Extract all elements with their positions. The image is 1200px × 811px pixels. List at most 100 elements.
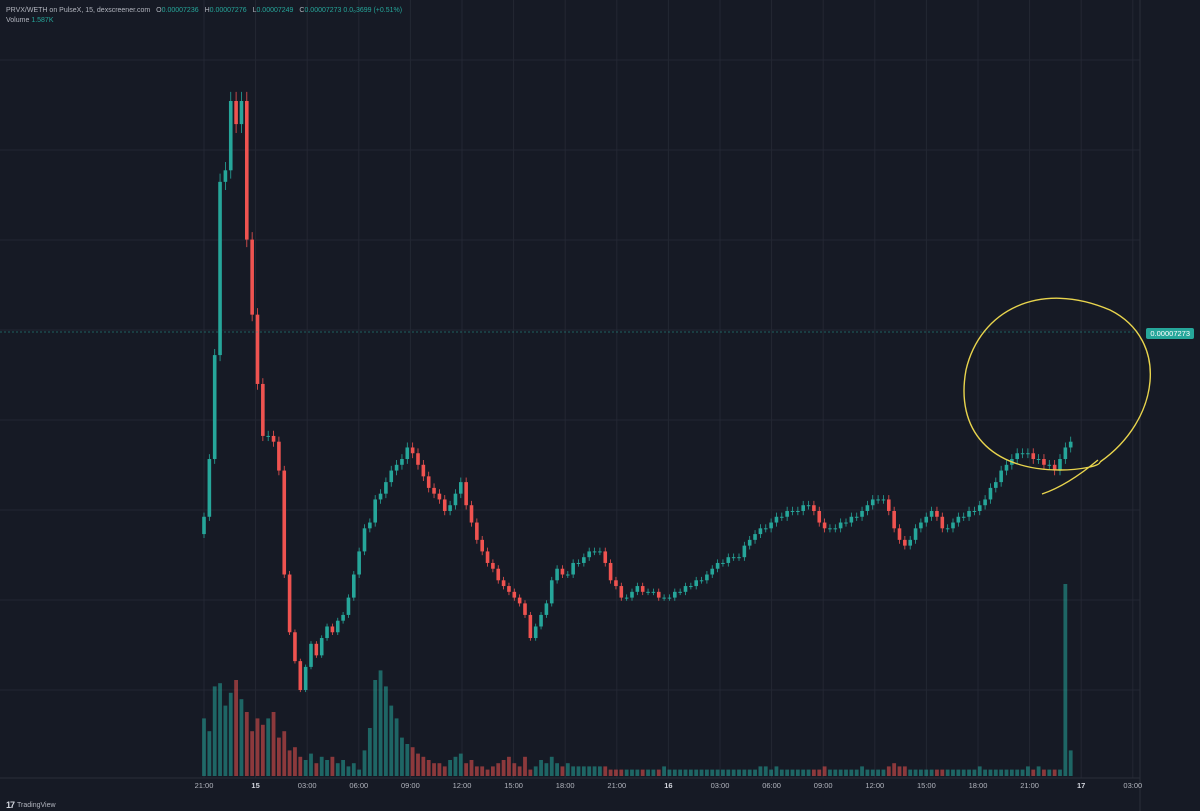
candle-body: [501, 580, 506, 587]
candle-body: [523, 603, 527, 615]
volume-bar: [202, 718, 206, 776]
volume-bar: [774, 766, 779, 776]
volume-bar: [801, 769, 806, 776]
volume-bar: [854, 769, 859, 776]
volume-label[interactable]: Volume: [6, 17, 30, 24]
candle-body: [394, 464, 399, 471]
volume-bar: [924, 769, 929, 776]
x-tick-label: 15:00: [504, 781, 523, 790]
candle-body: [640, 586, 645, 592]
tradingview-logo[interactable]: 17 TradingView: [6, 800, 56, 810]
candle-body: [796, 510, 800, 512]
candle-body: [389, 470, 394, 483]
candle-body: [475, 522, 479, 540]
candle-body: [432, 487, 436, 494]
candle-body: [769, 522, 773, 529]
x-tick-label: 06:00: [349, 781, 368, 790]
volume-bar: [688, 769, 693, 776]
candle-body: [512, 591, 517, 598]
volume-bar: [405, 744, 410, 776]
candle-body: [277, 441, 281, 471]
volume-bar: [485, 769, 490, 776]
volume-bar: [442, 766, 447, 776]
candle-body: [865, 505, 870, 511]
volume-bar: [384, 686, 388, 776]
candle-body: [592, 551, 597, 553]
volume-bar: [603, 766, 608, 776]
candle-body: [234, 101, 238, 125]
x-tick-label: 03:00: [711, 781, 730, 790]
annotation-circle: [963, 297, 1151, 495]
time-axis[interactable]: 21:00 15 03:00 06:00 09:00 12:00 15:00 18:00 21:…: [195, 781, 1143, 790]
volume-bar: [389, 705, 394, 776]
candle-body: [587, 551, 591, 558]
candle-body: [988, 487, 993, 500]
volume-bar: [250, 731, 255, 776]
candle-body: [1020, 453, 1025, 455]
volume-bar: [999, 769, 1004, 776]
volume-bar: [993, 769, 998, 776]
candle-body: [614, 580, 618, 587]
candle-body: [940, 516, 945, 529]
candle-body: [1036, 459, 1041, 461]
volume-bar: [630, 769, 634, 776]
volume-bar: [260, 724, 265, 776]
volume-bar: [908, 769, 913, 776]
candle-body: [977, 505, 982, 511]
candle-body: [705, 574, 709, 581]
candle-body: [539, 614, 543, 627]
volume-bar: [635, 769, 640, 776]
candle-body: [651, 591, 656, 593]
candle-body: [1031, 453, 1036, 460]
volume-bar: [480, 766, 485, 776]
candle-body: [464, 482, 468, 506]
candle-body: [469, 505, 474, 523]
symbol-title[interactable]: PRVX/WETH on PulseX, 15, dexscreener.com: [6, 7, 151, 14]
candle-body: [202, 516, 206, 535]
candle-body: [753, 534, 757, 540]
volume-bar: [667, 769, 672, 776]
volume-bar: [234, 680, 238, 776]
candle-body: [560, 568, 565, 575]
volume-bar: [410, 747, 415, 776]
volume-bar: [464, 763, 469, 776]
volume-bar: [437, 763, 442, 776]
candle-body: [785, 510, 789, 517]
candle-body: [603, 551, 608, 563]
candle-body: [876, 499, 880, 501]
volume-bar: [988, 769, 993, 776]
candle-body: [448, 505, 452, 511]
volume-bar: [335, 763, 340, 776]
candle-body: [437, 493, 442, 500]
volume-bar: [474, 766, 479, 776]
candle-body: [608, 562, 613, 581]
volume-bar: [325, 760, 329, 776]
volume-bar: [362, 750, 367, 776]
candle-body: [656, 591, 661, 598]
volume-bar: [951, 769, 955, 776]
volume-bar: [341, 760, 345, 776]
volume-bar: [239, 699, 244, 776]
volume-bar: [795, 769, 800, 776]
candle-body: [228, 101, 233, 171]
candle-body: [212, 355, 217, 460]
volume-bar: [902, 766, 907, 776]
volume-bar: [1020, 769, 1025, 776]
x-tick-label: 16: [664, 781, 672, 790]
volume-bar: [721, 769, 725, 776]
volume-bar: [790, 769, 795, 776]
candle-body: [223, 170, 228, 182]
volume-bar: [555, 763, 559, 776]
volume-bar: [581, 766, 586, 776]
volume-bar: [870, 769, 875, 776]
candle-body: [400, 459, 404, 465]
candle-body: [239, 101, 244, 125]
candle-body: [453, 493, 458, 506]
volume-bar: [726, 769, 731, 776]
high-value: 0.00007276: [209, 7, 247, 14]
candle-body: [1063, 447, 1068, 460]
volume-bar: [1031, 769, 1036, 776]
volume-bar: [1068, 750, 1073, 776]
volume-bar: [919, 769, 923, 776]
